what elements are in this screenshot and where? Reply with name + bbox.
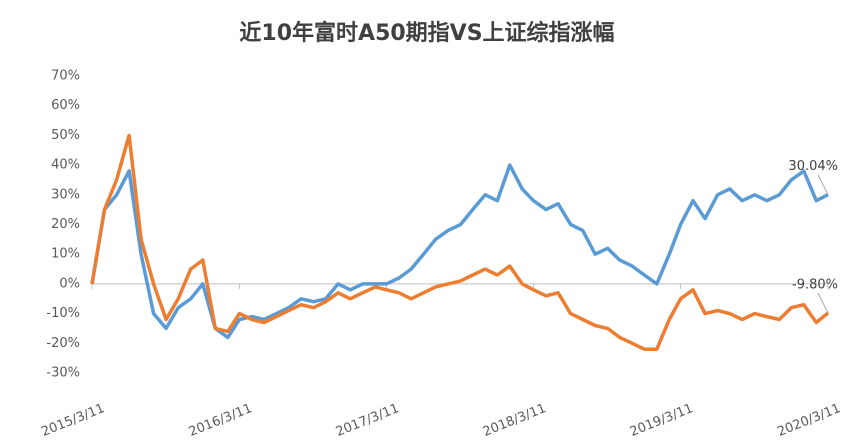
data-label: -9.80%	[792, 278, 838, 293]
y-tick-label: -20%	[46, 336, 80, 351]
x-tick-label: 2019/3/11	[628, 401, 695, 440]
x-tick-label: 2017/3/11	[334, 401, 401, 440]
y-tick-label: 30%	[51, 187, 80, 202]
y-tick-label: 40%	[51, 158, 80, 173]
leader-line	[817, 174, 829, 195]
y-tick-label: 70%	[51, 69, 80, 84]
y-tick-label: -30%	[46, 366, 80, 381]
x-tick-label: 2016/3/11	[187, 401, 254, 440]
y-tick-label: 50%	[51, 128, 80, 143]
series-line	[90, 133, 830, 351]
y-tick-label: 0%	[59, 276, 80, 291]
x-tick-label: 2018/3/11	[481, 401, 548, 440]
y-tick-label: 20%	[51, 217, 80, 232]
leader-line	[817, 292, 829, 314]
data-label: 30.04%	[788, 159, 838, 174]
x-tick-label: 2015/3/11	[39, 401, 106, 440]
y-tick-label: 60%	[51, 98, 80, 113]
chart-title: 近10年富时A50期指VS上证综指涨幅	[239, 20, 614, 46]
y-tick-label: 10%	[51, 247, 80, 262]
y-tick-label: -10%	[46, 306, 80, 321]
x-tick-label: 2020/3/11	[775, 401, 842, 440]
